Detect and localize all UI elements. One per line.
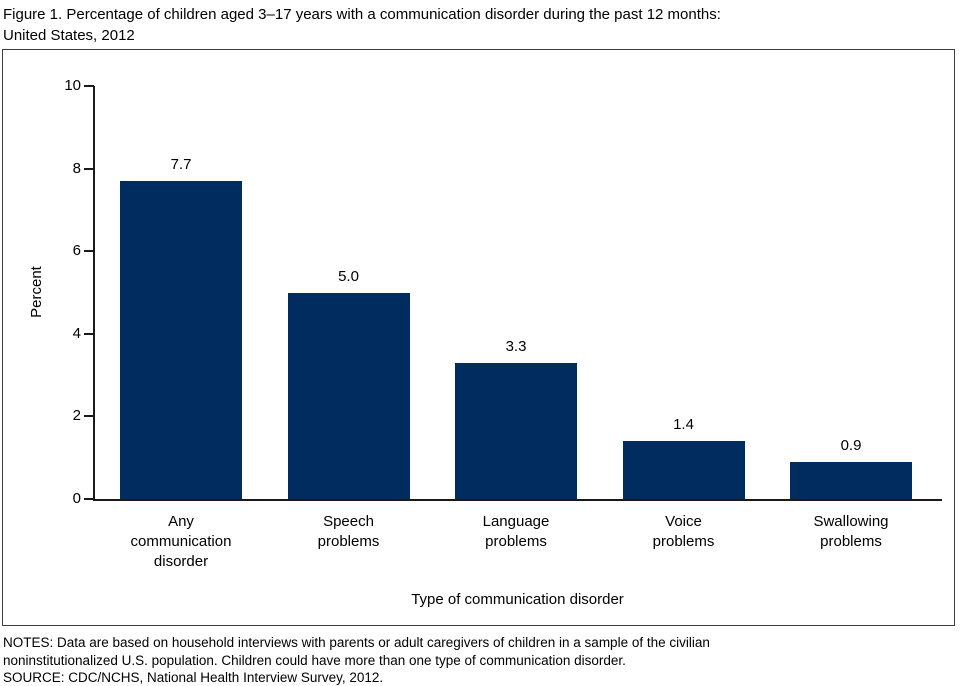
notes-line-1: NOTES: Data are based on household inter… xyxy=(3,635,710,650)
category-label: Voice problems xyxy=(652,513,715,550)
source-line: SOURCE: CDC/NCHS, National Health Interv… xyxy=(3,670,384,685)
y-tick xyxy=(84,415,94,418)
bar-4 xyxy=(622,441,745,499)
bar-value-label: 5.0 xyxy=(338,267,359,285)
figure-title-line2: United States, 2012 xyxy=(3,27,135,44)
bar-value-label: 1.4 xyxy=(673,416,694,434)
category-label: Language problems xyxy=(482,513,550,550)
y-tick-label: 10 xyxy=(64,77,81,94)
y-tick xyxy=(84,250,94,253)
bar-value-label: 3.3 xyxy=(505,337,527,355)
y-tick xyxy=(84,498,94,500)
y-tick-label: 8 xyxy=(72,159,81,177)
y-tick xyxy=(84,167,94,170)
chart-frame: Percent Type of communication disorder 0… xyxy=(2,49,955,626)
y-tick-label: 2 xyxy=(72,407,81,425)
x-axis-line xyxy=(93,499,942,501)
category-label: Swallowing problems xyxy=(813,513,889,550)
bar-value-label: 7.7 xyxy=(170,155,192,173)
figure-notes: NOTES: Data are based on household inter… xyxy=(3,634,710,686)
notes-line-2: noninstitutionalized U.S. population. Ch… xyxy=(3,652,626,668)
y-tick-label: 6 xyxy=(72,242,81,260)
bar-5 xyxy=(790,461,912,499)
bar-3 xyxy=(455,362,577,499)
y-axis-title: Percent xyxy=(28,266,45,318)
y-tick xyxy=(84,85,94,87)
category-label: Any communication disorder xyxy=(130,513,232,570)
y-axis-line xyxy=(93,86,95,501)
bar-2 xyxy=(287,292,410,499)
figure-title-line1: Figure 1. Percentage of children aged 3–… xyxy=(3,6,721,23)
bar-1 xyxy=(120,181,242,499)
figure-title: Figure 1. Percentage of children aged 3–… xyxy=(3,4,721,46)
category-label: Speech problems xyxy=(317,513,380,550)
x-axis-title: Type of communication disorder xyxy=(411,591,624,608)
y-tick-label: 4 xyxy=(72,324,81,342)
y-tick-label: 0 xyxy=(72,490,81,507)
bar-value-label: 0.9 xyxy=(840,436,862,454)
y-tick xyxy=(84,332,94,335)
plot-area: Percent Type of communication disorder 0… xyxy=(28,77,942,608)
